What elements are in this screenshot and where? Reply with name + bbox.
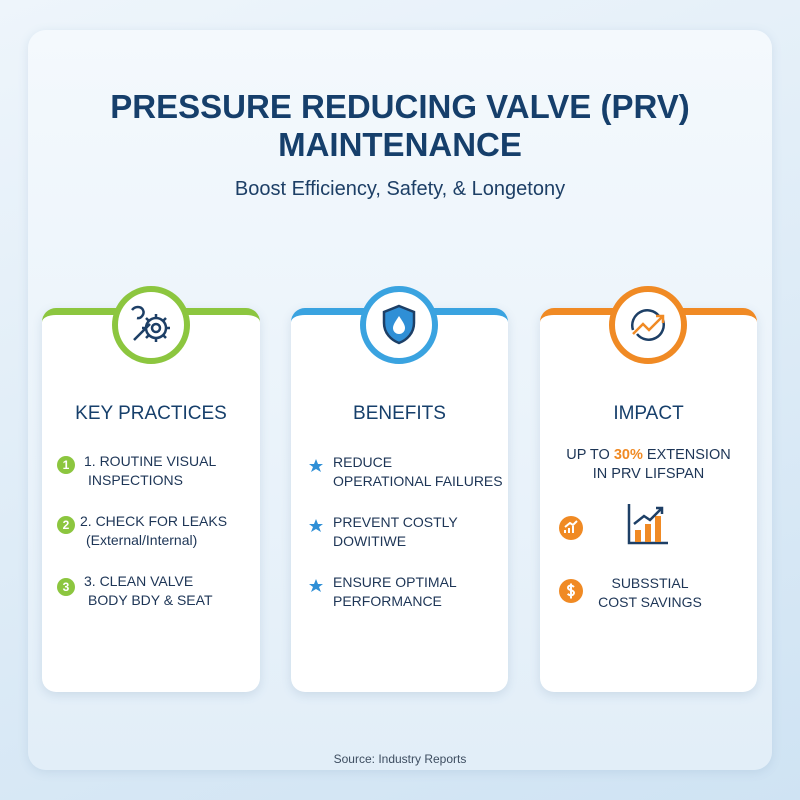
title-line: MAINTENANCE (278, 126, 522, 163)
card-title: KEY PRACTICES (75, 403, 227, 424)
subtitle: Boost Efficiency, Safety, & Longetony (234, 178, 566, 200)
item-line: 2. CHECK FOR LEAKS (80, 513, 228, 529)
star-icon (309, 579, 323, 592)
item-line: PERFORMANCE (333, 593, 442, 609)
item-line: BODY BDY & SEAT (88, 592, 213, 608)
dollar-icon (566, 583, 576, 599)
item-line: COST SAVINGS (598, 594, 702, 610)
growth-badge (559, 516, 583, 540)
highlight-value: 30% (613, 447, 643, 463)
icon-badge (360, 286, 438, 364)
item-text: 2. CHECK FOR LEAKS (External/Internal) (80, 512, 227, 550)
item-line: ENSURE OPTIMAL (333, 574, 457, 590)
mini-chart-icon (564, 520, 578, 533)
card (540, 308, 757, 692)
growth-icon (631, 309, 665, 341)
item-line: SUBSSTIAL (611, 575, 689, 591)
shield-icon (382, 304, 416, 345)
item-line: 3. CLEAN VALVE (84, 573, 194, 589)
highlight-part: UP TO (566, 447, 610, 463)
star-icon (309, 459, 323, 472)
card-title: IMPACT (613, 403, 684, 424)
highlight-line: IN PRV LIFSPAN (592, 466, 705, 482)
bar-chart-icon (627, 504, 668, 545)
item-line: DOWITIWE (333, 533, 407, 549)
item-text: REDUCE OPERATIONAL FAILURES (333, 453, 503, 491)
card (42, 308, 260, 692)
item-text: 1. ROUTINE VISUAL INSPECTIONS (84, 452, 216, 490)
step-marker: 1 (57, 456, 75, 474)
step-marker: 3 (57, 578, 75, 596)
highlight-line: UP TO 30% EXTENSION (540, 446, 757, 465)
star-icon (309, 519, 323, 532)
item-line: REDUCE (333, 454, 393, 470)
card-title: BENEFITS (353, 403, 446, 424)
item-line: 1. ROUTINE VISUAL (84, 453, 217, 469)
icon-badge (112, 286, 190, 364)
card (291, 308, 508, 692)
source-note: Source: Industry Reports (333, 752, 467, 766)
title-line: PRESSURE REDUCING VALVE (PRV) (110, 88, 690, 125)
item-line: PREVENT COSTLY (333, 514, 458, 530)
tools-icon (131, 305, 170, 342)
highlight-part: EXTENSION (646, 447, 731, 463)
item-line: (External/Internal) (86, 532, 198, 548)
highlight-text: UP TO 30% EXTENSION IN PRV LIFSPAN (540, 446, 757, 484)
icon-badge (609, 286, 687, 364)
item-text: PREVENT COSTLY DOWITIWE (333, 513, 458, 551)
step-marker: 2 (57, 516, 75, 534)
item-line: OPERATIONAL FAILURES (333, 473, 503, 489)
item-line: INSPECTIONS (88, 472, 183, 488)
item-text: ENSURE OPTIMAL PERFORMANCE (333, 573, 457, 611)
item-text: SUBSSTIAL COST SAVINGS (590, 574, 710, 612)
dollar-badge (559, 579, 583, 603)
item-text: 3. CLEAN VALVE BODY BDY & SEAT (84, 572, 213, 610)
